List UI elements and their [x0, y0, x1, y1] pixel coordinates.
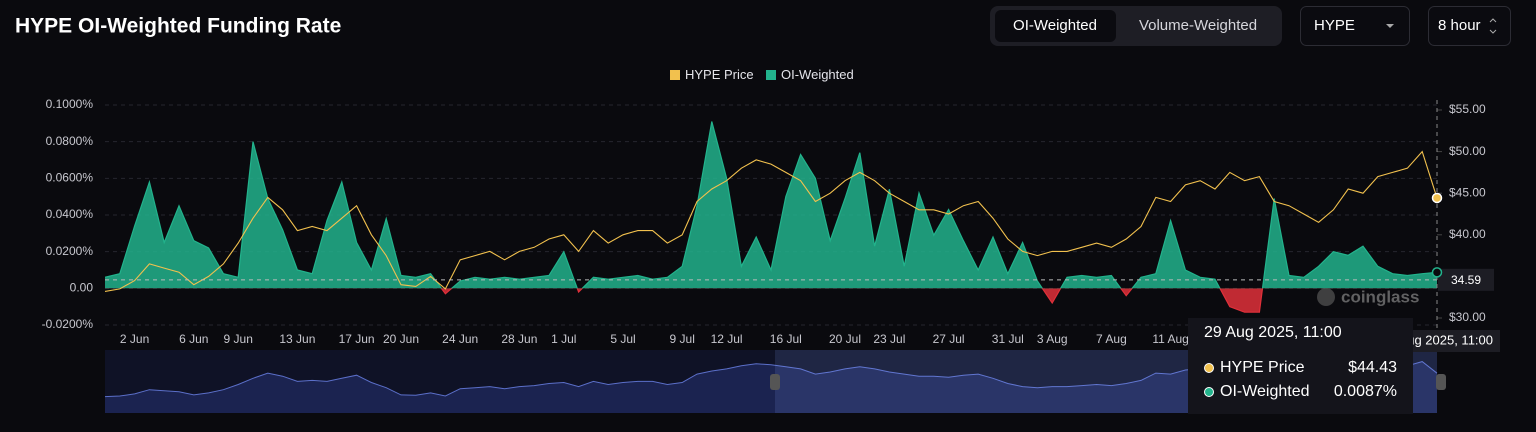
y2-tick-label: $55.00 — [1449, 102, 1486, 116]
x-tick-label: 3 Aug — [1037, 332, 1068, 346]
x-tick-label: 13 Jun — [279, 332, 315, 346]
watermark-icon — [1317, 288, 1335, 306]
tooltip-title: 29 Aug 2025, 11:00 — [1204, 324, 1342, 341]
y-tick-label: 0.0600% — [46, 171, 94, 185]
funding-line — [105, 121, 1437, 289]
tooltip-dot — [1204, 387, 1214, 397]
toggle-option[interactable]: Volume-Weighted — [1139, 17, 1257, 34]
x-tick-label: 31 Jul — [992, 332, 1024, 346]
interval-select[interactable] — [1428, 6, 1511, 46]
tooltip-value: 0.0087% — [1334, 383, 1397, 400]
x-tick-label: 23 Jul — [873, 332, 905, 346]
tooltip-value: $44.43 — [1348, 359, 1397, 376]
price-line — [104, 150, 1438, 292]
y2-tick-label: $40.00 — [1449, 227, 1486, 241]
legend-swatch[interactable] — [766, 70, 776, 80]
y-tick-label: 0.00 — [70, 281, 94, 295]
x-tick-label: 27 Jul — [933, 332, 965, 346]
navigator-handle[interactable] — [1436, 374, 1446, 390]
x-tick-label: 9 Jul — [670, 332, 695, 346]
hover-point — [1431, 267, 1443, 278]
interval-select-text: 8 hour — [1438, 17, 1481, 34]
area-group — [105, 121, 1437, 289]
y2-tick-label: $50.00 — [1449, 144, 1486, 158]
select-caret — [1386, 24, 1394, 28]
crosshair-y2-box — [1438, 268, 1494, 291]
x-tick-label: 16 Jul — [770, 332, 802, 346]
x-tick-label: 28 Jun — [501, 332, 537, 346]
x-tick-label: 11 Aug — [1152, 332, 1188, 346]
legend-swatch[interactable] — [670, 70, 680, 80]
tooltip-dot — [1204, 363, 1214, 373]
x-tick-label: 2 Jun — [120, 332, 149, 346]
legend-label[interactable]: OI-Weighted — [781, 67, 854, 82]
x-tick-label: 9 Jun — [224, 332, 253, 346]
navigator-handle[interactable] — [770, 374, 780, 390]
tooltip-name: HYPE Price — [1220, 359, 1305, 376]
toggle-active[interactable] — [995, 10, 1116, 42]
y-tick-label: 0.0400% — [46, 207, 94, 221]
page-title: HYPE OI-Weighted Funding Rate — [15, 15, 341, 38]
y-tick-label: 0.1000% — [46, 97, 94, 111]
select-arrows — [1489, 18, 1497, 34]
x-tick-label: 1 Jul — [551, 332, 576, 346]
x-tick-label: 12 Jul — [711, 332, 743, 346]
hover-point — [1431, 192, 1443, 204]
asset-select-text: HYPE — [1314, 17, 1355, 34]
x-tick-label: 6 Jun — [179, 332, 208, 346]
x-tick-label: 20 Jul — [829, 332, 861, 346]
x-tick-label: 24 Jun — [442, 332, 478, 346]
tooltip-name: OI-Weighted — [1220, 383, 1310, 400]
tooltip — [1188, 318, 1413, 414]
plot: HYPE Price OI-Weighted 0.1000% 0.0800% 0.060… — [42, 67, 1500, 414]
x-tick-label: 7 Aug — [1096, 332, 1127, 346]
y-tick-label: 0.0800% — [46, 134, 94, 148]
y2-tick-label: $30.00 — [1449, 310, 1486, 324]
watermark: coinglass — [1341, 287, 1419, 306]
y-tick-label: 0.0200% — [46, 244, 94, 258]
x-tick-label: 17 Jun — [339, 332, 375, 346]
x-tick-label: 20 Jun — [383, 332, 419, 346]
y2-tick-label: $45.00 — [1449, 185, 1486, 199]
crosshair-y2-label: 34.59 — [1451, 273, 1481, 287]
y-tick-label: -0.0200% — [42, 317, 94, 331]
asset-select[interactable] — [1300, 6, 1410, 46]
toggle-option[interactable]: OI-Weighted — [1013, 17, 1097, 34]
legend-label[interactable]: HYPE Price — [685, 67, 754, 82]
x-tick-label: 5 Jul — [610, 332, 635, 346]
